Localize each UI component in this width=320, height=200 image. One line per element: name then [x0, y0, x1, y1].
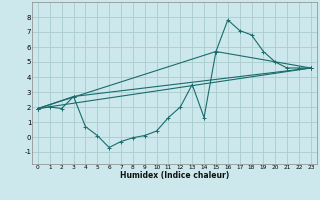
X-axis label: Humidex (Indice chaleur): Humidex (Indice chaleur): [120, 171, 229, 180]
